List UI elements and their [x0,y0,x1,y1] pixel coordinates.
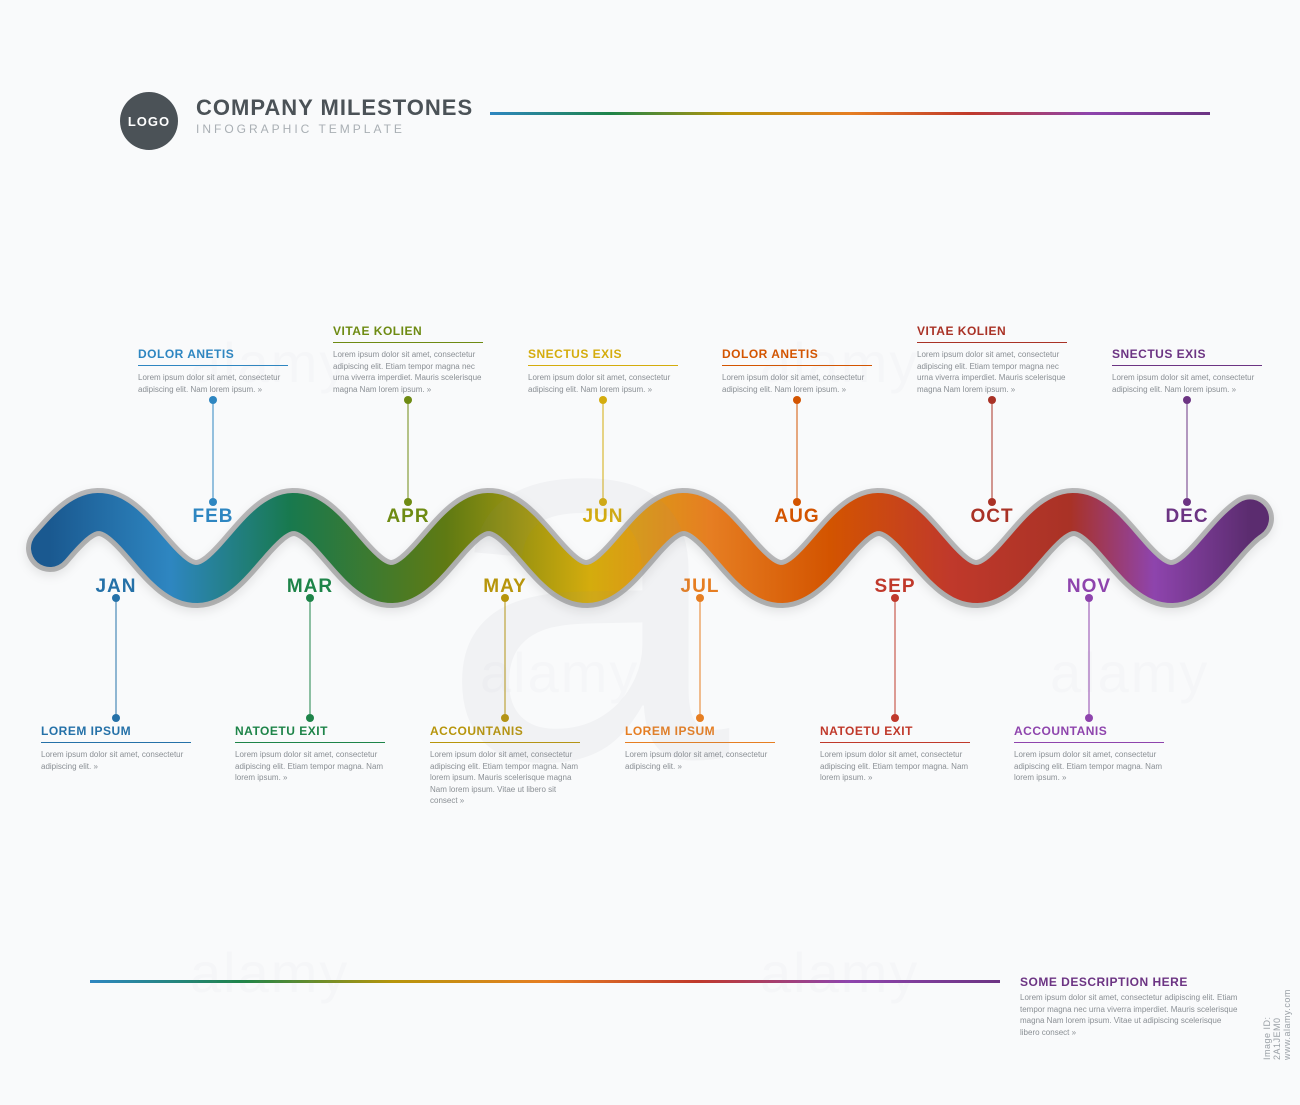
milestone-rule [528,365,678,366]
milestone-rule [820,742,970,743]
milestone-rule [1014,742,1164,743]
callout-dot [599,396,607,404]
milestone-title: DOLOR ANETIS [722,347,872,361]
callout-connector [603,400,604,502]
callout-dot [1085,594,1093,602]
milestone-title: ACCOUNTANIS [1014,724,1164,738]
callout-dot [793,498,801,506]
callout-dot [696,594,704,602]
callout-dot [209,498,217,506]
milestone-title: LOREM IPSUM [41,724,191,738]
milestone-body: Lorem ipsum dolor sit amet, consectetur … [1112,372,1262,395]
footer-title: SOME DESCRIPTION HERE [1020,975,1188,989]
callout-connector [213,400,214,502]
milestone-callout: ACCOUNTANIS Lorem ipsum dolor sit amet, c… [1014,724,1164,784]
callout-dot [404,498,412,506]
milestone-body: Lorem ipsum dolor sit amet, consectetur … [41,749,191,772]
callout-dot [112,594,120,602]
milestone-rule [430,742,580,743]
callout-dot [209,396,217,404]
month-label: OCT [970,506,1013,528]
milestone-rule [917,342,1067,343]
callout-dot [696,714,704,722]
milestone-body: Lorem ipsum dolor sit amet, consectetur … [917,349,1067,395]
milestone-body: Lorem ipsum dolor sit amet, consectetur … [722,372,872,395]
callout-dot [599,498,607,506]
milestone-callout: ACCOUNTANIS Lorem ipsum dolor sit amet, c… [430,724,580,807]
callout-connector [700,598,701,718]
milestone-title: SNECTUS EXIS [528,347,678,361]
milestone-title: LOREM IPSUM [625,724,775,738]
callout-dot [306,714,314,722]
milestone-title: VITAE KOLIEN [333,324,483,338]
milestone-callout: SNECTUS EXIS Lorem ipsum dolor sit amet, … [528,347,678,395]
milestone-body: Lorem ipsum dolor sit amet, consectetur … [528,372,678,395]
milestone-title: NATOETU EXIT [820,724,970,738]
milestone-rule [235,742,385,743]
milestone-title: ACCOUNTANIS [430,724,580,738]
callout-connector [895,598,896,718]
callout-dot [1183,498,1191,506]
footer-body: Lorem ipsum dolor sit amet, consectetur … [1020,992,1240,1038]
milestone-body: Lorem ipsum dolor sit amet, consectetur … [625,749,775,772]
milestone-callout: NATOETU EXIT Lorem ipsum dolor sit amet, … [820,724,970,784]
callout-connector [116,598,117,718]
callout-connector [408,400,409,502]
milestone-callout: LOREM IPSUM Lorem ipsum dolor sit amet, c… [625,724,775,772]
callout-connector [1089,598,1090,718]
callout-dot [501,714,509,722]
milestone-callout: DOLOR ANETIS Lorem ipsum dolor sit amet, … [722,347,872,395]
callout-connector [992,400,993,502]
milestone-rule [41,742,191,743]
milestone-body: Lorem ipsum dolor sit amet, consectetur … [138,372,288,395]
callout-dot [1183,396,1191,404]
milestone-rule [1112,365,1262,366]
callout-dot [891,714,899,722]
callout-dot [112,714,120,722]
callout-connector [1187,400,1188,502]
milestone-body: Lorem ipsum dolor sit amet, consectetur … [333,349,483,395]
callout-connector [505,598,506,718]
timeline-wave [0,0,1300,1105]
milestone-callout: NATOETU EXIT Lorem ipsum dolor sit amet, … [235,724,385,784]
month-label: JUN [582,506,623,528]
month-label: AUG [774,506,819,528]
callout-dot [793,396,801,404]
footer-gradient-rule [90,980,1000,983]
image-id: Image ID: 2A1JEM0 www.alamy.com [1262,989,1292,1060]
callout-dot [404,396,412,404]
milestone-rule [722,365,872,366]
month-label: APR [386,506,429,528]
milestone-rule [333,342,483,343]
milestone-rule [138,365,288,366]
milestone-title: DOLOR ANETIS [138,347,288,361]
callout-dot [306,594,314,602]
callout-dot [988,396,996,404]
milestone-body: Lorem ipsum dolor sit amet, consectetur … [820,749,970,784]
milestone-title: VITAE KOLIEN [917,324,1067,338]
milestone-callout: SNECTUS EXIS Lorem ipsum dolor sit amet, … [1112,347,1262,395]
milestone-title: SNECTUS EXIS [1112,347,1262,361]
milestone-title: NATOETU EXIT [235,724,385,738]
milestone-body: Lorem ipsum dolor sit amet, consectetur … [1014,749,1164,784]
callout-dot [891,594,899,602]
milestone-callout: VITAE KOLIEN Lorem ipsum dolor sit amet, … [333,324,483,395]
callout-dot [501,594,509,602]
milestone-body: Lorem ipsum dolor sit amet, consectetur … [235,749,385,784]
milestone-callout: DOLOR ANETIS Lorem ipsum dolor sit amet, … [138,347,288,395]
milestone-callout: LOREM IPSUM Lorem ipsum dolor sit amet, c… [41,724,191,772]
month-label: FEB [193,506,234,528]
callout-dot [1085,714,1093,722]
callout-dot [988,498,996,506]
month-label: DEC [1165,506,1208,528]
milestone-body: Lorem ipsum dolor sit amet, consectetur … [430,749,580,807]
milestone-callout: VITAE KOLIEN Lorem ipsum dolor sit amet, … [917,324,1067,395]
callout-connector [797,400,798,502]
callout-connector [310,598,311,718]
milestone-rule [625,742,775,743]
